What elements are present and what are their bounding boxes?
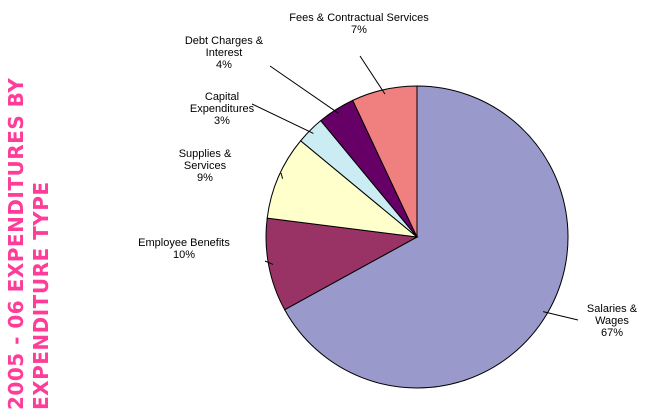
slice-label-line: Fees & Contractual Services: [289, 12, 429, 24]
leader-line: [264, 260, 274, 265]
slice-label: Fees & Contractual Services 7%: [289, 12, 429, 36]
pie-slice-salaries-wages: [284, 85, 569, 389]
slice-label: Salaries & Wages 67%: [587, 303, 638, 339]
pie-slices: [265, 85, 569, 389]
slice-label-line: Expenditures: [190, 103, 255, 115]
leader-line: [359, 55, 386, 95]
slice-label-line: Debt Charges &: [185, 35, 264, 47]
slice-percent: 4%: [216, 59, 232, 71]
slice-percent: 9%: [197, 172, 213, 184]
leader-line: [542, 311, 579, 321]
slice-label-line: Interest: [206, 47, 243, 59]
slice-label-line: Salaries &: [587, 303, 638, 315]
slice-percent: 10%: [173, 249, 195, 261]
slice-labels: Salaries & Wages 67% Employee Benefits 10% Su…: [138, 12, 638, 339]
slice-percent: 3%: [214, 115, 230, 127]
leader-line: [280, 172, 284, 179]
slice-percent: 67%: [601, 327, 623, 339]
leader-line: [269, 65, 339, 114]
slice-label-line: Capital: [205, 91, 239, 103]
slice-label-line: Supplies &: [179, 148, 232, 160]
slice-percent: 7%: [351, 24, 367, 36]
slice-label-line: Employee Benefits: [138, 237, 230, 249]
leader-line: [251, 103, 314, 134]
pie-slice-supplies-services: [266, 140, 419, 238]
slice-label: Supplies & Services 9%: [179, 148, 232, 184]
slice-label: Employee Benefits 10%: [138, 237, 230, 261]
slice-label: Debt Charges & Interest 4%: [185, 35, 264, 71]
pie-slice-fees-contractual-services: [352, 85, 418, 238]
pie-slice-employee-benefits: [265, 217, 419, 311]
leader-lines: [251, 55, 579, 321]
slice-label-line: Wages: [595, 315, 629, 327]
slice-label: Capital Expenditures 3%: [190, 91, 255, 127]
slice-label-line: Services: [184, 160, 227, 172]
